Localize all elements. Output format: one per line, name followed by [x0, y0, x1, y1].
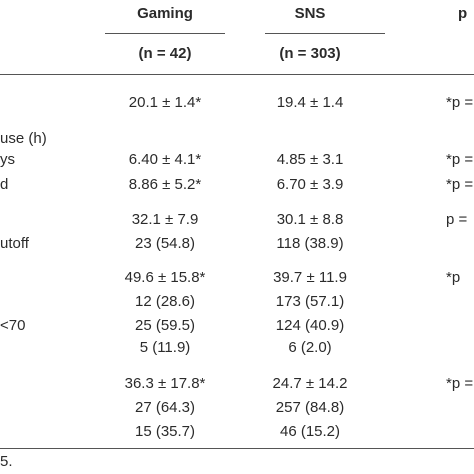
cell: utoff: [0, 235, 29, 252]
column-header: p: [458, 5, 468, 22]
cell: 19.4 ± 1.4: [276, 94, 344, 111]
cell: 257 (84.8): [275, 399, 345, 416]
rule: [0, 448, 474, 449]
cell: ys: [0, 151, 15, 168]
cell: 6 (2.0): [288, 339, 332, 356]
cell: 24.7 ± 14.2: [272, 375, 348, 392]
column-subheader: (n = 42): [138, 45, 192, 62]
cell: 25 (59.5): [134, 317, 196, 334]
cell: 20.1 ± 1.4*: [128, 94, 202, 111]
cell: 15 (35.7): [134, 423, 196, 440]
cell: 118 (38.9): [276, 235, 344, 252]
cell: 49.6 ± 15.8*: [124, 269, 206, 286]
cell: use (h): [0, 130, 47, 147]
rule: [265, 33, 385, 34]
cell: 5 (11.9): [139, 339, 191, 356]
cell: 12 (28.6): [134, 293, 196, 310]
rule: [0, 74, 474, 75]
cell: 6.70 ± 3.9: [276, 176, 344, 193]
cell: *p =: [446, 176, 474, 193]
rule: [105, 33, 225, 34]
cell: p =: [446, 211, 468, 228]
cell: 124 (40.9): [275, 317, 345, 334]
cell: *p =: [446, 375, 474, 392]
cell: d: [0, 176, 9, 193]
cell: 32.1 ± 7.9: [131, 211, 199, 228]
cell: 4.85 ± 3.1: [276, 151, 344, 168]
cell: *p =: [446, 94, 474, 111]
cell: 27 (64.3): [134, 399, 196, 416]
cell: <70: [0, 317, 26, 334]
cell: 8.86 ± 5.2*: [128, 176, 202, 193]
cell: 36.3 ± 17.8*: [124, 375, 206, 392]
cell: *p =: [446, 151, 474, 168]
footnote: 5.: [0, 453, 13, 470]
cell: 6.40 ± 4.1*: [128, 151, 202, 168]
cell: *p: [446, 269, 461, 286]
cell: 46 (15.2): [279, 423, 341, 440]
cell: 30.1 ± 8.8: [276, 211, 344, 228]
cell: 23 (54.8): [134, 235, 196, 252]
column-header: SNS: [294, 5, 326, 22]
cell: 39.7 ± 11.9: [273, 269, 347, 286]
column-subheader: (n = 303): [279, 45, 341, 62]
cell: 173 (57.1): [275, 293, 345, 310]
column-header: Gaming: [137, 5, 193, 22]
